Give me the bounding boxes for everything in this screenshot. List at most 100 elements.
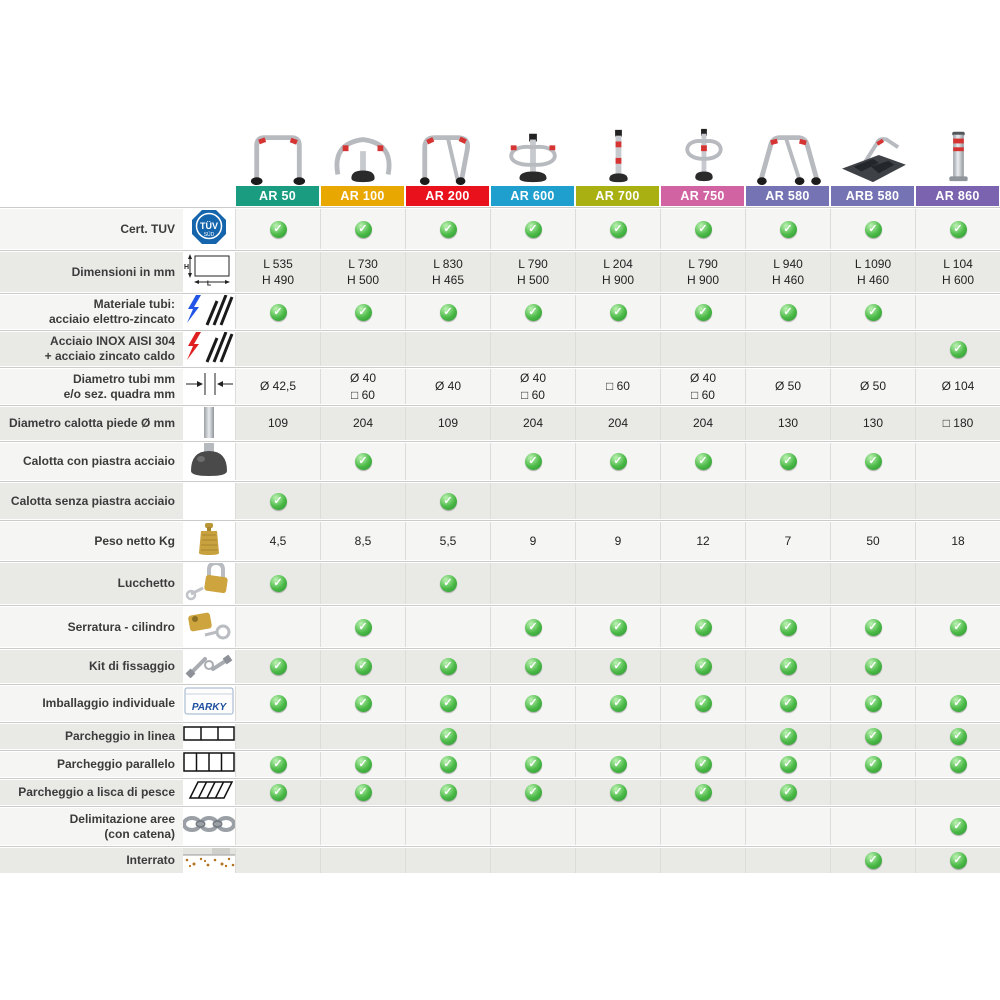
row-icon-cell bbox=[183, 780, 235, 805]
check-icon: ✓ bbox=[864, 453, 882, 470]
product-image-ar50 bbox=[239, 126, 317, 186]
column-header-ar700[interactable]: AR 700 bbox=[576, 186, 659, 206]
row-label-diametro-tubi: Diametro tubi mm e/o sez. quadra mm bbox=[0, 369, 183, 404]
check-icon: ✓ bbox=[779, 756, 797, 773]
cell-diametro-tubi-ar200: Ø 40 bbox=[405, 369, 490, 404]
table-row-imballaggio: Imballaggio individuale PARKY ✓ ✓ ✓ ✓ ✓ ✓ ✓ ✓ ✓ bbox=[0, 684, 1000, 721]
column-header-ar100[interactable]: AR 100 bbox=[321, 186, 404, 206]
check-icon: ✓ bbox=[949, 756, 967, 773]
cell-parcheggio-parallelo-ar50: ✓ bbox=[235, 752, 320, 777]
column-header-ar600[interactable]: AR 600 bbox=[491, 186, 574, 206]
cell-parcheggio-parallelo-ar860: ✓ bbox=[915, 752, 1000, 777]
column-header-ar860[interactable]: AR 860 bbox=[916, 186, 999, 206]
cell-parcheggio-linea-ar700 bbox=[575, 724, 660, 749]
cell-parcheggio-parallelo-arb580: ✓ bbox=[830, 752, 915, 777]
column-header-label: AR 860 bbox=[935, 189, 980, 203]
cell-kit-fissaggio-ar50: ✓ bbox=[235, 650, 320, 683]
table-row-cert-tuv: Cert. TUV TÜV SÜD ✓ ✓ ✓ ✓ ✓ ✓ ✓ ✓ ✓ bbox=[0, 207, 1000, 249]
cell-value: □ 180 bbox=[942, 416, 974, 431]
table-row-calotta-senza-piastra: Calotta senza piastra acciaio ✓ ✓ bbox=[0, 481, 1000, 519]
cell-lucchetto-ar700 bbox=[575, 563, 660, 604]
cell-lucchetto-ar600 bbox=[490, 563, 575, 604]
cell-value: □ 60 bbox=[606, 379, 630, 394]
cell-delimitazione-aree-ar750 bbox=[660, 808, 745, 845]
product-image-arb580 bbox=[834, 126, 912, 186]
cell-interrato-arb580: ✓ bbox=[830, 848, 915, 873]
cell-diametro-calotta-ar860: □ 180 bbox=[915, 407, 1000, 440]
cell-value: L 940 H 460 bbox=[771, 256, 805, 287]
row-label-parcheggio-lisca: Parcheggio a lisca di pesce bbox=[0, 780, 183, 805]
column-header-ar580[interactable]: AR 580 bbox=[746, 186, 829, 206]
check-icon: ✓ bbox=[779, 695, 797, 712]
row-label-text: Materiale tubi: acciaio elettro-zincato bbox=[48, 297, 175, 326]
cell-acciaio-inox-ar50 bbox=[235, 332, 320, 366]
cell-calotta-senza-piastra-ar580 bbox=[745, 483, 830, 519]
cell-diametro-calotta-ar50: 109 bbox=[235, 407, 320, 440]
cell-diametro-tubi-ar600: Ø 40 □ 60 bbox=[490, 369, 575, 404]
cell-dimensioni-ar700: L 204 H 900 bbox=[575, 252, 660, 292]
row-icon-cell: TÜV SÜD bbox=[183, 209, 235, 249]
check-icon: ✓ bbox=[354, 658, 372, 675]
row-label-text: Calotta con piastra acciaio bbox=[22, 454, 175, 468]
cell-value: 204 bbox=[692, 416, 714, 431]
cell-diametro-calotta-ar700: 204 bbox=[575, 407, 660, 440]
table-row-delimitazione-aree: Delimitazione aree (con catena) ✓ bbox=[0, 806, 1000, 845]
cell-serratura-cilindro-ar700: ✓ bbox=[575, 607, 660, 647]
check-icon: ✓ bbox=[269, 220, 287, 238]
cell-serratura-cilindro-ar600: ✓ bbox=[490, 607, 575, 647]
cell-parcheggio-parallelo-ar750: ✓ bbox=[660, 752, 745, 777]
cell-value: Ø 40 □ 60 bbox=[349, 371, 376, 402]
column-header-ar50[interactable]: AR 50 bbox=[236, 186, 319, 206]
cell-dimensioni-ar750: L 790 H 900 bbox=[660, 252, 745, 292]
svg-text:L: L bbox=[207, 280, 212, 287]
cell-diametro-calotta-ar750: 204 bbox=[660, 407, 745, 440]
cell-value: 204 bbox=[352, 416, 374, 431]
cell-delimitazione-aree-ar50 bbox=[235, 808, 320, 845]
svg-text:H: H bbox=[184, 264, 189, 271]
check-icon: ✓ bbox=[524, 453, 542, 470]
cell-peso-netto-ar600: 9 bbox=[490, 522, 575, 560]
check-icon: ✓ bbox=[864, 695, 882, 712]
parking-herringbone-icon bbox=[183, 780, 235, 805]
cell-imballaggio-arb580: ✓ bbox=[830, 686, 915, 721]
cell-calotta-senza-piastra-ar200: ✓ bbox=[405, 483, 490, 519]
cell-materiale-tubi-ar50: ✓ bbox=[235, 295, 320, 329]
check-icon: ✓ bbox=[354, 618, 372, 636]
product-image-ar700 bbox=[579, 126, 657, 186]
cell-cert-tuv-ar100: ✓ bbox=[320, 209, 405, 249]
column-header-arb580[interactable]: ARB 580 bbox=[831, 186, 914, 206]
cell-calotta-con-piastra-ar580: ✓ bbox=[745, 443, 830, 480]
check-icon: ✓ bbox=[864, 756, 882, 773]
column-header-ar750[interactable]: AR 750 bbox=[661, 186, 744, 206]
cell-cert-tuv-ar200: ✓ bbox=[405, 209, 490, 249]
cell-delimitazione-aree-ar580 bbox=[745, 808, 830, 845]
row-label-text: Diametro calotta piede Ø mm bbox=[8, 416, 175, 430]
cell-value: 109 bbox=[437, 416, 459, 431]
cell-dimensioni-ar100: L 730 H 500 bbox=[320, 252, 405, 292]
cell-lucchetto-ar750 bbox=[660, 563, 745, 604]
cell-parcheggio-linea-ar200: ✓ bbox=[405, 724, 490, 749]
cell-cert-tuv-ar580: ✓ bbox=[745, 209, 830, 249]
cell-acciaio-inox-ar600 bbox=[490, 332, 575, 366]
column-header-label: AR 700 bbox=[595, 189, 640, 203]
column-header-ar200[interactable]: AR 200 bbox=[406, 186, 489, 206]
check-icon: ✓ bbox=[864, 303, 882, 321]
table-row-dimensioni: Dimensioni in mm H L L 535 H 490 L 730 H 500… bbox=[0, 250, 1000, 292]
row-label-calotta-senza-piastra: Calotta senza piastra acciaio bbox=[0, 483, 183, 519]
check-icon: ✓ bbox=[524, 756, 542, 773]
parky-box-icon: PARKY bbox=[183, 686, 235, 721]
cell-diametro-tubi-arb580: Ø 50 bbox=[830, 369, 915, 404]
cell-diametro-calotta-arb580: 130 bbox=[830, 407, 915, 440]
check-icon: ✓ bbox=[694, 303, 712, 321]
cell-parcheggio-lisca-ar860 bbox=[915, 780, 1000, 805]
cell-value: 18 bbox=[951, 533, 965, 548]
check-icon: ✓ bbox=[864, 852, 882, 869]
cell-kit-fissaggio-ar860 bbox=[915, 650, 1000, 683]
check-icon: ✓ bbox=[439, 658, 457, 675]
cell-calotta-senza-piastra-arb580 bbox=[830, 483, 915, 519]
cell-materiale-tubi-ar200: ✓ bbox=[405, 295, 490, 329]
cell-serratura-cilindro-ar50 bbox=[235, 607, 320, 647]
cell-delimitazione-aree-ar700 bbox=[575, 808, 660, 845]
cell-calotta-senza-piastra-ar700 bbox=[575, 483, 660, 519]
